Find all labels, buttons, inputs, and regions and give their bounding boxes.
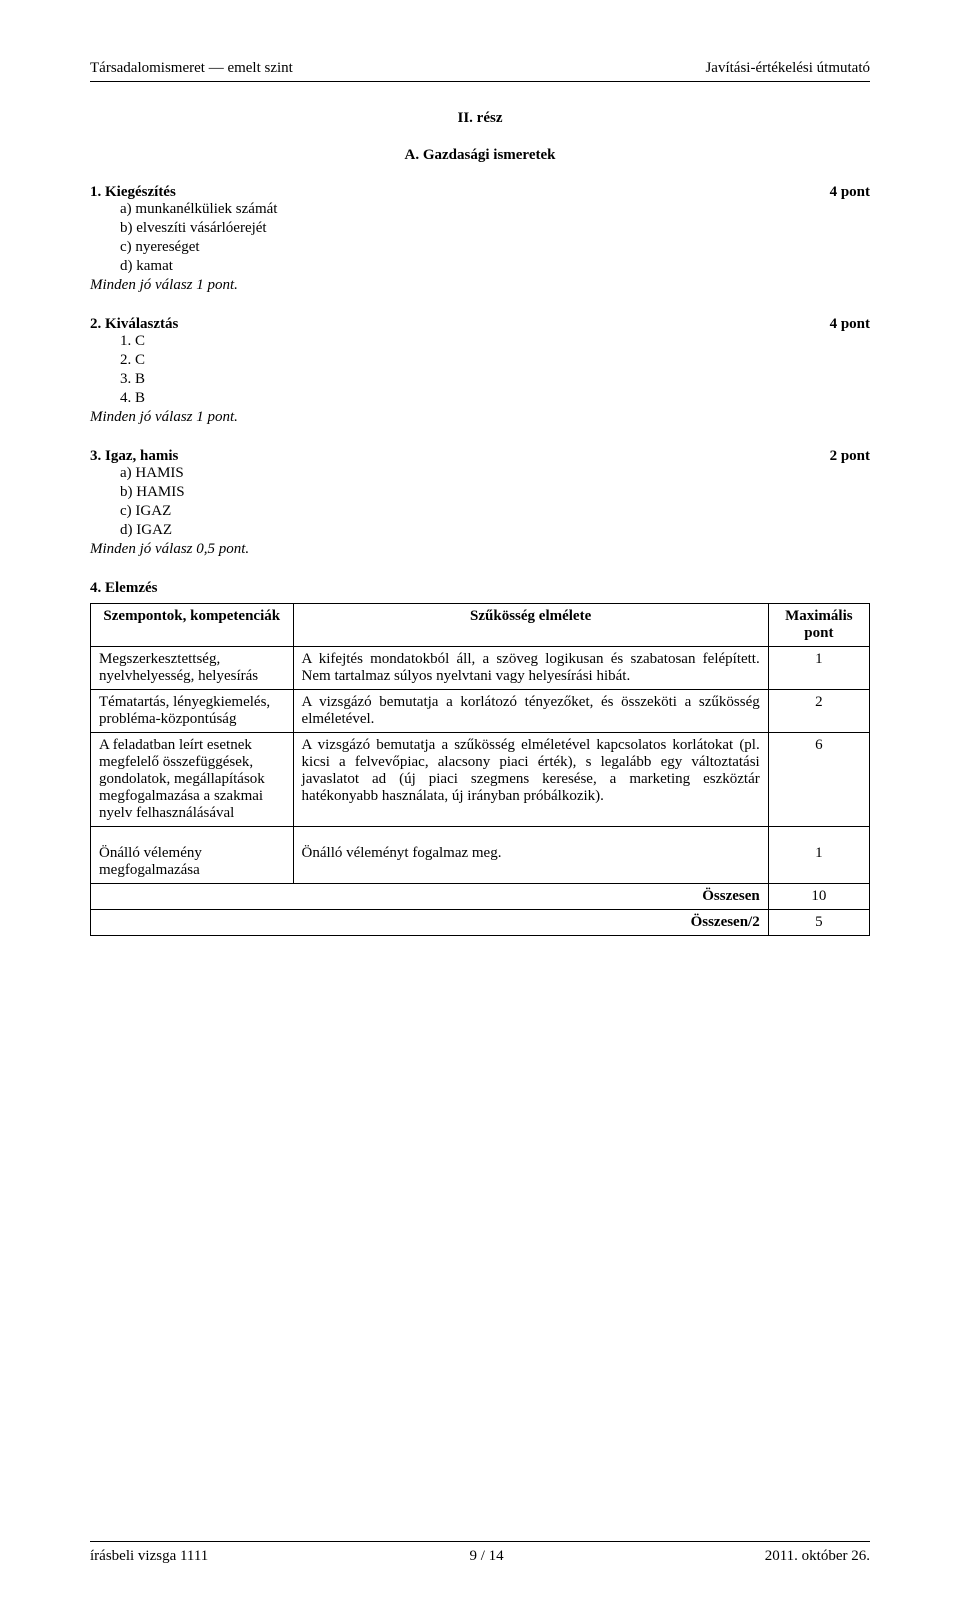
summary-label: Összesen/2 — [91, 910, 769, 936]
summary-label: Összesen — [91, 884, 769, 910]
header-right: Javítási-értékelési útmutató — [705, 60, 870, 77]
list-item: c) IGAZ — [120, 503, 870, 520]
section-title-a: A. Gazdasági ismeretek — [90, 147, 870, 164]
footer-center: 9 / 14 — [469, 1548, 503, 1565]
table-header: Maximális pont — [768, 604, 869, 647]
list-item: b) elveszíti vásárlóerejét — [120, 220, 870, 237]
question-4: 4. Elemzés Szempontok, kompetenciák Szűk… — [90, 580, 870, 936]
footer-rule — [90, 1541, 870, 1542]
q3-title: 3. Igaz, hamis — [90, 448, 178, 465]
q3-points: 2 pont — [830, 448, 870, 465]
table-cell: A kifejtés mondatokból áll, a szöveg log… — [293, 647, 768, 690]
summary-value: 5 — [768, 910, 869, 936]
footer-left: írásbeli vizsga 1111 — [90, 1548, 208, 1565]
page-header: Társadalomismeret — emelt szint Javítási… — [90, 60, 870, 77]
list-item: 2. C — [120, 352, 870, 369]
header-rule — [90, 81, 870, 82]
table-cell: Önálló vélemény megfogalmazása — [91, 827, 294, 884]
q1-points: 4 pont — [830, 184, 870, 201]
list-item: b) HAMIS — [120, 484, 870, 501]
q2-title: 2. Kiválasztás — [90, 316, 178, 333]
table-header-row: Szempontok, kompetenciák Szűkösség elmél… — [91, 604, 870, 647]
table-row: A feladatban leírt esetnek megfelelő öss… — [91, 733, 870, 827]
table-row: Önálló vélemény megfogalmazása Önálló vé… — [91, 827, 870, 884]
table-summary-row: Összesen/2 5 — [91, 910, 870, 936]
question-3: 3. Igaz, hamis 2 pont a) HAMIS b) HAMIS … — [90, 448, 870, 558]
question-1: 1. Kiegészítés 4 pont a) munkanélküliek … — [90, 184, 870, 294]
table-cell: 6 — [768, 733, 869, 827]
list-item: 1. C — [120, 333, 870, 350]
footer-right: 2011. október 26. — [765, 1548, 870, 1565]
list-item: 3. B — [120, 371, 870, 388]
q2-points: 4 pont — [830, 316, 870, 333]
table-cell: Önálló véleményt fogalmaz meg. — [293, 827, 768, 884]
table-header: Szűkösség elmélete — [293, 604, 768, 647]
table-header: Szempontok, kompetenciák — [91, 604, 294, 647]
summary-value: 10 — [768, 884, 869, 910]
table-cell: 2 — [768, 690, 869, 733]
table-cell: A vizsgázó bemutatja a szűkösség elmélet… — [293, 733, 768, 827]
list-item: c) nyereséget — [120, 239, 870, 256]
part-title: II. rész — [90, 110, 870, 127]
list-item: d) IGAZ — [120, 522, 870, 539]
table-row: Megszerkesztettség, nyelvhelyesség, hely… — [91, 647, 870, 690]
table-cell: Tématartás, lényegkiemelés, probléma-köz… — [91, 690, 294, 733]
table-cell: 1 — [768, 647, 869, 690]
page-footer: írásbeli vizsga 1111 9 / 14 2011. októbe… — [90, 1541, 870, 1565]
q4-title: 4. Elemzés — [90, 580, 870, 597]
table-cell: A feladatban leírt esetnek megfelelő öss… — [91, 733, 294, 827]
table-cell: Megszerkesztettség, nyelvhelyesség, hely… — [91, 647, 294, 690]
table-summary-row: Összesen 10 — [91, 884, 870, 910]
q2-rule: Minden jó válasz 1 pont. — [90, 409, 870, 426]
q2-answers: 1. C 2. C 3. B 4. B — [120, 333, 870, 407]
question-2: 2. Kiválasztás 4 pont 1. C 2. C 3. B 4. … — [90, 316, 870, 426]
q3-answers: a) HAMIS b) HAMIS c) IGAZ d) IGAZ — [120, 465, 870, 539]
analysis-table: Szempontok, kompetenciák Szűkösség elmél… — [90, 603, 870, 936]
q3-rule: Minden jó válasz 0,5 pont. — [90, 541, 870, 558]
q1-title: 1. Kiegészítés — [90, 184, 176, 201]
q1-rule: Minden jó válasz 1 pont. — [90, 277, 870, 294]
header-left: Társadalomismeret — emelt szint — [90, 60, 293, 77]
table-row: Tématartás, lényegkiemelés, probléma-köz… — [91, 690, 870, 733]
table-cell: A vizsgázó bemutatja a korlátozó tényező… — [293, 690, 768, 733]
list-item: 4. B — [120, 390, 870, 407]
table-cell: 1 — [768, 827, 869, 884]
q1-answers: a) munkanélküliek számát b) elveszíti vá… — [120, 201, 870, 275]
list-item: d) kamat — [120, 258, 870, 275]
list-item: a) munkanélküliek számát — [120, 201, 870, 218]
list-item: a) HAMIS — [120, 465, 870, 482]
